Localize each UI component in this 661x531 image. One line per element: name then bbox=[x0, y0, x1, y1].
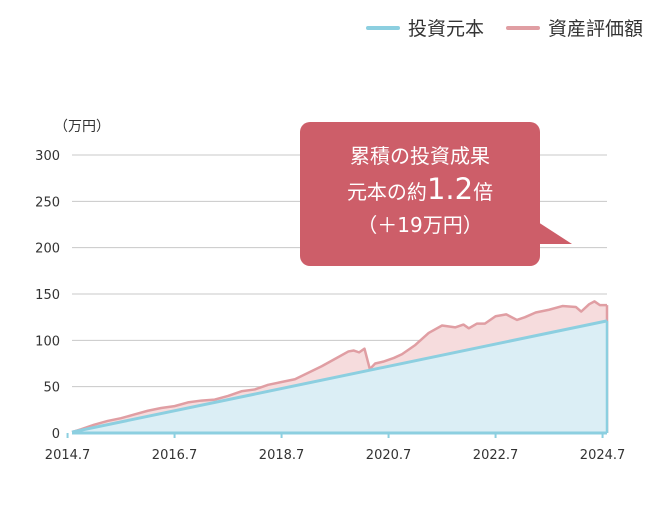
callout-multiple-prefix: 元本の約 bbox=[346, 180, 427, 204]
x-tick-label-1: 2016.7 bbox=[152, 448, 198, 463]
legend-swatch-asset-value bbox=[505, 25, 540, 30]
legend-swatch-principal bbox=[365, 25, 400, 30]
y-tick-label-6: 300 bbox=[35, 149, 60, 164]
legend-item-principal: 投資元本 bbox=[365, 14, 484, 41]
callout-multiple-value: 1.2 bbox=[426, 172, 474, 206]
callout-gain: （＋19万円） bbox=[357, 213, 483, 237]
y-tick-label-2: 100 bbox=[35, 334, 60, 349]
x-tick-label-3: 2020.7 bbox=[366, 448, 412, 463]
legend-item-asset-value: 資産評価額 bbox=[505, 14, 643, 41]
y-tick-label-0: 0 bbox=[52, 427, 60, 442]
callout-title: 累積の投資成果 bbox=[350, 144, 490, 168]
y-tick-label-4: 200 bbox=[35, 242, 60, 257]
principal-line bbox=[71, 319, 608, 434]
y-axis-unit-label: （万円） bbox=[54, 119, 110, 135]
x-tick-label-4: 2022.7 bbox=[473, 448, 519, 463]
y-tick-label-1: 50 bbox=[43, 381, 60, 396]
callout-multiple: 元本の約1.2倍 bbox=[300, 173, 540, 209]
legend: 投資元本 資産評価額 bbox=[344, 14, 643, 41]
result-callout: 累積の投資成果 元本の約1.2倍 （＋19万円） bbox=[300, 122, 572, 266]
x-tick-label-0: 2014.7 bbox=[45, 448, 91, 463]
callout-multiple-suffix: 倍 bbox=[473, 180, 494, 204]
x-tick-label-2: 2018.7 bbox=[259, 448, 305, 463]
legend-label-principal: 投資元本 bbox=[407, 18, 484, 40]
y-tick-label-5: 250 bbox=[35, 195, 60, 210]
y-tick-label-3: 150 bbox=[35, 288, 60, 303]
x-tick-label-5: 2024.7 bbox=[580, 448, 626, 463]
legend-label-asset-value: 資産評価額 bbox=[547, 18, 643, 40]
